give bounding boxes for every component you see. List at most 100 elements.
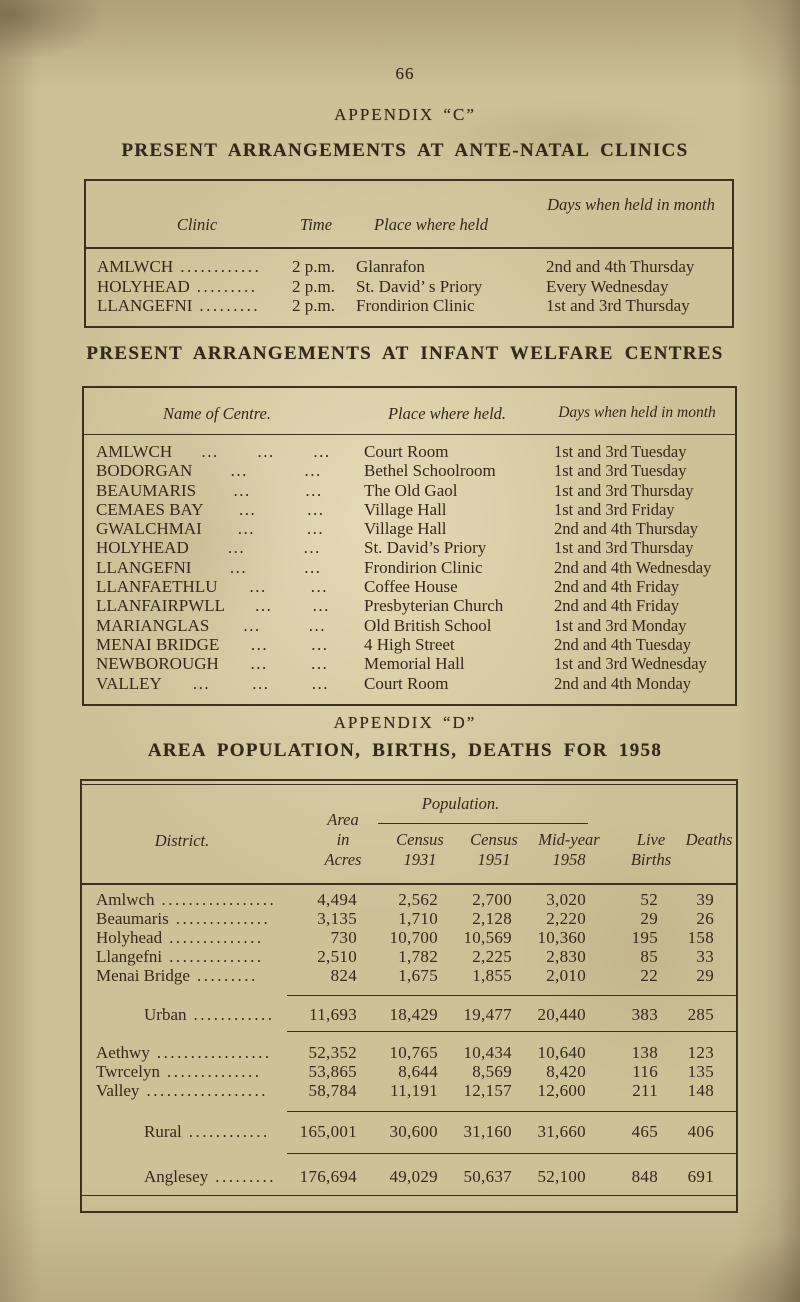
dot-leader: .........: [196, 276, 258, 296]
census-1951-value: 2,225: [472, 947, 512, 966]
census-1951-value: 31,160: [463, 1122, 512, 1141]
district-name: Valley..................: [96, 1081, 268, 1100]
centre-days: 2nd and 4th Friday: [554, 596, 680, 616]
table-row: Twrcelyn.............. 53,865 8,644 8,56…: [82, 1062, 736, 1081]
census-1931-value: 1,782: [398, 947, 438, 966]
header-divider: [82, 883, 736, 885]
area-acres-value: 11,693: [309, 1005, 357, 1024]
live-births-value: 22: [640, 966, 658, 985]
mid-year-1958-value: 3,020: [546, 890, 586, 909]
dot-leader: ..............: [166, 1062, 262, 1081]
dot-group: ...: [304, 557, 322, 577]
district-name: Aethwy.................: [96, 1043, 272, 1062]
clinic-name: HOLYHEAD.........: [97, 276, 258, 296]
area-acres-value: 730: [330, 928, 357, 947]
centre-place: St. David’s Priory: [364, 538, 487, 558]
dot-group: ...: [312, 596, 330, 616]
deaths-value: 29: [696, 966, 714, 985]
district-name: Twrcelyn..............: [96, 1062, 262, 1081]
deaths-value: 26: [696, 909, 714, 928]
deaths-value: 39: [696, 890, 714, 909]
infant-welfare-title: PRESENT ARRANGEMENTS AT INFANT WELFARE C…: [86, 343, 724, 364]
census-1931-value: 18,429: [389, 1005, 438, 1024]
clinic-place: St. David’ s Priory: [356, 276, 483, 296]
centre-place: Coffee House: [364, 577, 458, 597]
census-1931-value: 49,029: [389, 1167, 438, 1186]
centre-days: 1st and 3rd Thursday: [554, 480, 694, 500]
table-row: MARIANGLAS...... Old British School 1st …: [84, 616, 735, 635]
dot-leader: .........: [199, 296, 261, 315]
dot-group: ...: [250, 654, 268, 674]
summary-divider: [287, 995, 736, 996]
dot-leader: .........: [215, 1167, 276, 1186]
column-header-place: Place where held.: [387, 404, 507, 423]
centre-name: MENAI BRIDGE......: [84, 635, 364, 654]
census-1951-value: 10,569: [463, 928, 512, 947]
centre-place: Presbyterian Church: [364, 596, 504, 616]
district-name: Anglesey.........: [144, 1167, 276, 1186]
dot-leader: ..............: [175, 909, 271, 928]
dot-group: ...: [303, 538, 321, 558]
census-1931-value: 11,191: [390, 1081, 438, 1100]
clinic-time: 2 p.m.: [292, 296, 335, 315]
clinic-place: Frondirion Clinic: [356, 296, 475, 315]
dot-group: ...: [306, 519, 325, 539]
page-number: 66: [395, 64, 415, 83]
centre-place: Village Hall: [364, 499, 447, 519]
centre-name: LLANFAIRPWLL......: [84, 596, 364, 615]
census-1931-value: 2,562: [398, 890, 438, 909]
clinic-days: 1st and 3rd Thursday: [546, 296, 690, 315]
deaths-value: 285: [687, 1005, 714, 1024]
dot-group: ...: [192, 673, 211, 693]
table-row-urban-total: Urban............ 11,693 18,429 19,477 2…: [82, 1005, 736, 1024]
table-row: BODORGAN...... Bethel Schoolroom 1st and…: [84, 461, 735, 480]
live-births-value: 85: [640, 947, 658, 966]
live-births-value: 116: [632, 1062, 658, 1081]
centre-days: 2nd and 4th Monday: [554, 673, 692, 693]
census-1931-value: 30,600: [389, 1122, 438, 1141]
dot-leader: .................: [156, 1043, 272, 1062]
dot-group: ...: [257, 442, 275, 461]
census-1951-value: 10,434: [463, 1043, 512, 1062]
area-acres-value: 4,494: [317, 890, 357, 909]
area-acres-value: 165,001: [299, 1122, 357, 1141]
column-header-census-1951: Census 1951: [470, 830, 518, 869]
deaths-value: 158: [687, 928, 714, 947]
census-1931-value: 1,675: [398, 966, 438, 985]
summary-divider: [287, 1031, 736, 1032]
dot-leader: ............: [180, 257, 262, 276]
table-row: Aethwy................. 52,352 10,765 10…: [82, 1043, 736, 1062]
dot-group: ...: [308, 615, 326, 635]
column-header-time: Time: [299, 215, 333, 234]
centre-place: Court Room: [364, 673, 449, 693]
dot-group: ...: [227, 538, 246, 558]
clinic-place: Glanrafon: [356, 257, 425, 276]
table-row: GWALCHMAI...... Village Hall 2nd and 4th…: [84, 519, 735, 538]
deaths-value: 406: [687, 1122, 714, 1141]
table-row: VALLEY......... Court Room 2nd and 4th M…: [84, 674, 735, 693]
census-1951-value: 2,700: [472, 890, 512, 909]
centre-days: 2nd and 4th Wednesday: [554, 557, 712, 577]
table-row: Llangefni.............. 2,510 1,782 2,22…: [82, 947, 736, 966]
dot-leader: ..................: [146, 1081, 268, 1100]
live-births-value: 383: [631, 1005, 658, 1024]
column-header-days: Days when held in month: [558, 404, 716, 421]
area-acres-value: 58,784: [308, 1081, 357, 1100]
mid-year-1958-value: 10,640: [537, 1043, 586, 1062]
column-header-deaths: Deaths: [685, 830, 733, 849]
table-bottom-inner-rule: [82, 1195, 736, 1196]
column-header-population-group: Population.: [421, 794, 500, 813]
centre-place: Memorial Hall: [364, 654, 465, 674]
clinic-name: AMLWCH............: [97, 257, 262, 276]
table-row: Valley.................. 58,784 11,191 1…: [82, 1081, 736, 1100]
dot-group: ...: [250, 634, 269, 654]
dot-group: ...: [243, 615, 261, 635]
dot-group: ...: [230, 461, 248, 481]
table-row: CEMAES BAY...... Village Hall 1st and 3r…: [84, 500, 735, 519]
dot-group: ...: [237, 519, 255, 539]
deaths-value: 123: [687, 1043, 714, 1062]
centre-name: VALLEY.........: [84, 674, 364, 693]
live-births-value: 211: [632, 1081, 658, 1100]
centre-place: 4 High Street: [364, 634, 455, 654]
live-births-value: 138: [631, 1043, 658, 1062]
